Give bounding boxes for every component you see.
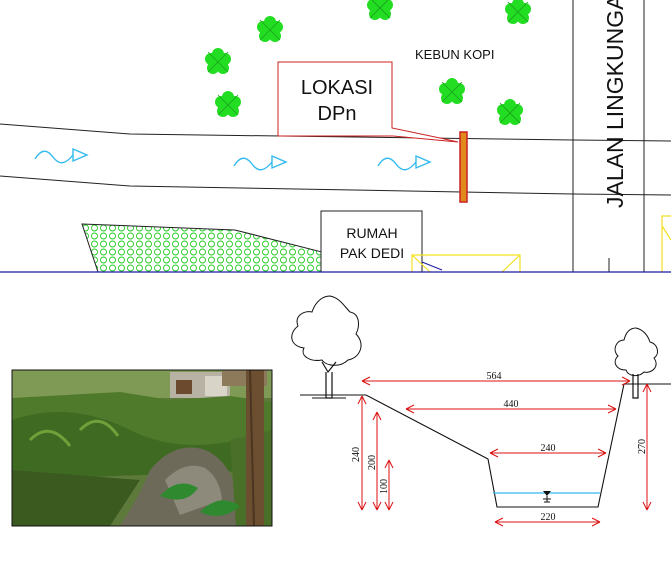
tree-icon [614,327,658,399]
tree-icon [291,295,362,399]
stream-bank-bottom [0,175,574,195]
location-callout: LOKASI DPn [277,61,459,143]
dim-left-depth-total: 240 [351,395,367,511]
tree-icon [504,0,532,25]
road-crossing-bottom [572,193,671,196]
tree-icon [366,0,394,21]
dim-bottom-width-label: 220 [541,512,556,523]
channel-profile [358,383,646,508]
house-label-line2: PAK DEDI [340,245,404,261]
road-label: JALAN LINGKUNGAN [602,0,628,208]
tree-icon [438,77,466,105]
house-outline [320,210,423,273]
tree-icon [256,15,284,43]
dim-left-depth-low: 100 [379,459,394,511]
site-plan: KEBUN KOPI LOKASI DPn JALAN LINGKUNGAN R… [0,0,671,273]
tree-icon [496,98,524,126]
dim-bottom-width: 220 [494,512,601,527]
dim-right-depth: 270 [637,383,652,511]
tree-icon [214,90,242,118]
road-crossing-top [572,139,671,142]
cross-section: 564 440 240 220 240 200 [291,295,671,527]
dim-lower-width-label: 240 [541,443,556,454]
hatched-plot [81,223,336,273]
dim-upper-width: 440 [405,399,617,414]
house-label-line1: RUMAH [346,225,397,241]
weir-marker [459,131,468,203]
dim-left-depth-low-label: 100 [379,479,390,494]
dim-lower-width: 240 [489,443,607,458]
tree-icon [204,47,232,75]
dim-left-depth-total-label: 240 [351,447,362,462]
dim-left-depth-mid: 200 [367,411,382,511]
flow-arrow-icon [377,155,431,171]
location-label-line1: LOKASI [301,77,373,99]
stream-photo [11,369,273,527]
house-path-line [421,261,443,271]
yellow-building [661,215,671,272]
dim-top-width-label: 564 [487,371,502,382]
location-label-line2: DPn [318,103,357,125]
garden-label: KEBUN KOPI [415,47,494,62]
dim-left-depth-mid-label: 200 [367,455,378,470]
water-level-icon [543,491,551,503]
flow-arrow-icon [233,155,287,171]
dim-upper-width-label: 440 [504,399,519,410]
dim-right-depth-label: 270 [637,439,648,454]
dim-top-width: 564 [361,371,631,386]
yellow-building [411,254,521,273]
flow-arrow-icon [34,148,88,164]
